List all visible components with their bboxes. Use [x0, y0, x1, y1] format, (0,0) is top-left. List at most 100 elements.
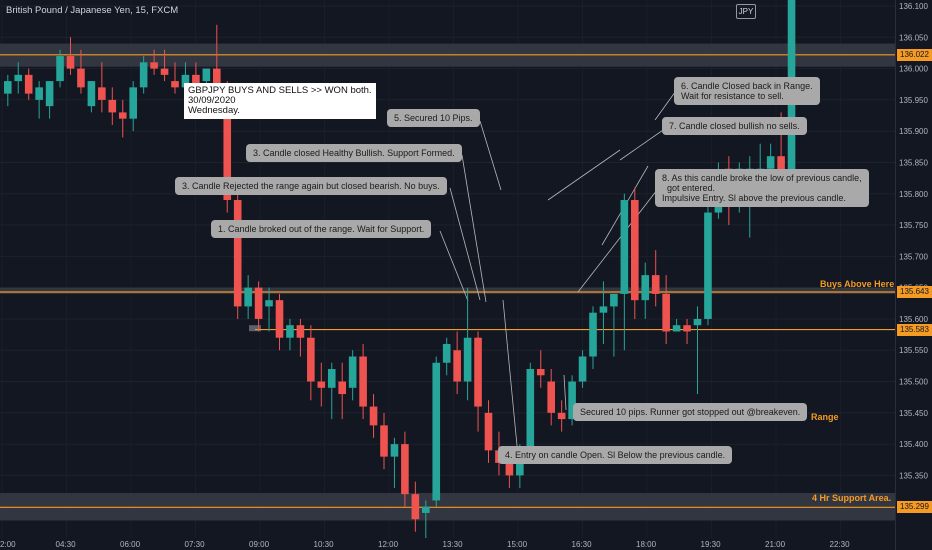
candle-body	[296, 325, 305, 338]
candle-body	[171, 81, 179, 88]
leader-line	[502, 299, 519, 457]
candle[interactable]	[442, 337, 451, 376]
candle[interactable]	[233, 193, 242, 319]
candle[interactable]	[704, 206, 712, 326]
candle[interactable]	[77, 49, 85, 94]
candle-body	[578, 356, 587, 382]
candle[interactable]	[4, 74, 12, 107]
candle[interactable]	[536, 350, 545, 388]
candle[interactable]	[610, 293, 618, 357]
candle[interactable]	[432, 356, 441, 507]
candle[interactable]	[24, 68, 33, 100]
candle[interactable]	[693, 306, 702, 395]
candle[interactable]	[14, 62, 23, 94]
candle[interactable]	[359, 343, 367, 420]
candle[interactable]	[662, 275, 670, 344]
zone-band[interactable]	[0, 287, 895, 294]
candle[interactable]	[348, 350, 357, 401]
candle[interactable]	[35, 81, 43, 119]
candle-body	[77, 68, 85, 88]
candle-body	[766, 156, 775, 169]
candle[interactable]	[463, 287, 472, 401]
candle[interactable]	[620, 193, 629, 351]
candle[interactable]	[631, 187, 639, 319]
candle-body	[463, 337, 472, 382]
candle[interactable]	[87, 81, 96, 113]
time-tick-label: 15:00	[507, 540, 528, 549]
candle[interactable]	[129, 81, 137, 132]
candle[interactable]	[568, 375, 576, 426]
candle[interactable]	[401, 431, 409, 507]
candle-body	[233, 200, 242, 307]
candle[interactable]	[683, 318, 691, 344]
candle[interactable]	[484, 400, 493, 463]
candle[interactable]	[56, 49, 64, 88]
candle-body	[24, 74, 33, 94]
candle-body	[516, 456, 524, 476]
candle[interactable]	[578, 350, 587, 388]
candle-body	[139, 62, 148, 88]
zone-band[interactable]	[0, 492, 895, 521]
candle-body	[526, 369, 535, 457]
candle[interactable]	[307, 325, 315, 401]
currency-badge[interactable]: JPY	[736, 4, 756, 19]
candle[interactable]	[547, 369, 555, 426]
price-tick-label: 135.800	[899, 190, 928, 199]
candle[interactable]	[338, 362, 346, 420]
candle[interactable]	[327, 362, 336, 420]
annotation-note-4: 4. Entry on candle Open. Sl Below the pr…	[498, 446, 733, 464]
price-tick-label: 135.400	[899, 440, 928, 449]
candle[interactable]	[411, 481, 420, 532]
candle[interactable]	[213, 24, 221, 94]
candle[interactable]	[150, 49, 158, 75]
candle[interactable]	[244, 275, 252, 319]
candle[interactable]	[672, 318, 681, 332]
candle[interactable]	[641, 262, 650, 319]
time-axis[interactable]: 2:00 04:30 06:00 07:30 09:00 10:30 12:00 13:30 1…	[0, 538, 895, 550]
candle-body	[223, 93, 232, 201]
candle[interactable]	[390, 437, 399, 488]
time-tick-label: 07:30	[185, 540, 206, 549]
candle[interactable]	[66, 37, 75, 75]
candle[interactable]	[98, 62, 106, 113]
annotation-note-8: 8. As this candle broke the low of previ…	[655, 169, 869, 207]
price-tick-label: 135.950	[899, 96, 928, 105]
candle[interactable]	[557, 400, 566, 432]
candle[interactable]	[118, 99, 127, 138]
candle[interactable]	[296, 318, 305, 357]
candle[interactable]	[589, 306, 597, 370]
candle[interactable]	[254, 281, 263, 332]
candle[interactable]	[369, 394, 378, 438]
candle-body	[108, 99, 117, 113]
candle[interactable]	[651, 250, 660, 307]
candle[interactable]	[317, 362, 326, 407]
candle[interactable]	[422, 500, 430, 538]
candle[interactable]	[286, 318, 294, 351]
candle[interactable]	[139, 56, 148, 94]
candle[interactable]	[453, 331, 461, 395]
candle-body	[254, 287, 263, 319]
symbol-title: British Pound / Japanese Yen, 15, FXCM	[6, 5, 179, 16]
time-tick-label: 13:30	[443, 540, 464, 549]
candle-body	[338, 381, 346, 395]
candle[interactable]	[380, 412, 388, 470]
candle[interactable]	[160, 49, 169, 82]
time-tick-label: 21:00	[765, 540, 786, 549]
price-axis[interactable]: 136.100 136.050 136.000 135.950 135.900 135.8…	[895, 0, 932, 550]
candle[interactable]	[275, 293, 284, 351]
candle[interactable]	[474, 331, 482, 432]
candle-body	[631, 200, 639, 301]
price-tick-label: 135.600	[899, 315, 928, 324]
candle-body	[651, 275, 660, 294]
candle-body	[599, 306, 608, 313]
candle[interactable]	[265, 287, 273, 332]
candle[interactable]	[171, 62, 179, 94]
time-tick-label: 09:00	[249, 540, 270, 549]
candle-body	[568, 381, 576, 420]
candle[interactable]	[599, 281, 608, 344]
candle-body	[213, 68, 221, 94]
candle-body	[432, 362, 441, 501]
candle[interactable]	[45, 81, 54, 119]
candle[interactable]	[108, 87, 117, 125]
